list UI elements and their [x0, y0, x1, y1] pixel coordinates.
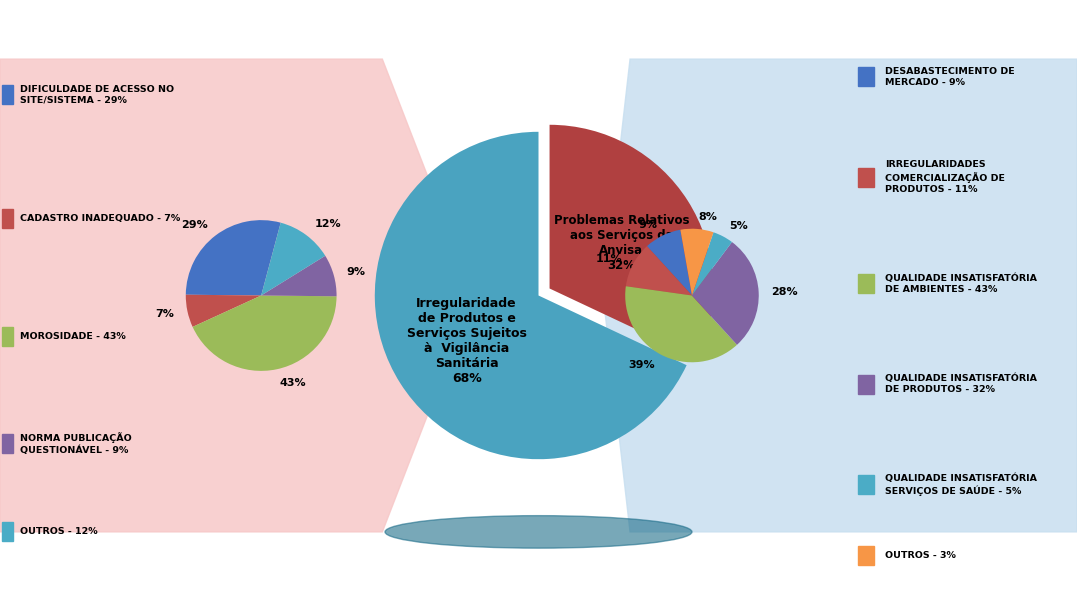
Text: OUTROS - 12%: OUTROS - 12% — [20, 527, 98, 537]
Bar — [858, 274, 873, 293]
Text: 5%: 5% — [729, 221, 747, 231]
Bar — [858, 168, 873, 187]
Text: MOROSIDADE - 43%: MOROSIDADE - 43% — [20, 332, 126, 342]
Bar — [2, 434, 13, 453]
Text: OUTROS - 3%: OUTROS - 3% — [885, 551, 955, 560]
Ellipse shape — [386, 515, 691, 548]
Wedge shape — [193, 296, 336, 371]
Text: 29%: 29% — [181, 220, 208, 230]
Text: 7%: 7% — [155, 309, 174, 319]
Text: Irregularidade
de Produtos e
Serviços Sujeitos
à  Vigilância
Sanitária
68%: Irregularidade de Produtos e Serviços Su… — [407, 297, 527, 385]
Wedge shape — [681, 229, 713, 296]
Text: 9%: 9% — [639, 220, 657, 230]
Wedge shape — [262, 223, 325, 296]
Bar — [2, 209, 13, 228]
Text: QUALIDADE INSATISFATÓRIA
DE AMBIENTES - 43%: QUALIDADE INSATISFATÓRIA DE AMBIENTES - … — [885, 274, 1037, 294]
Wedge shape — [262, 256, 336, 296]
Text: 8%: 8% — [698, 212, 717, 222]
Text: QUALIDADE INSATISFATÓRIA
SERVIÇOS DE SAÚDE - 5%: QUALIDADE INSATISFATÓRIA SERVIÇOS DE SAÚ… — [885, 473, 1037, 496]
Wedge shape — [647, 230, 691, 296]
Wedge shape — [626, 286, 737, 362]
Wedge shape — [186, 295, 262, 327]
Text: Problemas Relativos
aos Serviços da
Anvisa
32%: Problemas Relativos aos Serviços da Anvi… — [554, 214, 689, 272]
Wedge shape — [549, 125, 713, 358]
Text: DESABASTECIMENTO DE
MERCADO - 9%: DESABASTECIMENTO DE MERCADO - 9% — [885, 67, 1015, 87]
Wedge shape — [691, 232, 732, 296]
Wedge shape — [626, 246, 691, 296]
Text: 11%: 11% — [596, 254, 623, 264]
Text: IRREGULARIDADES
COMERCIALIZAÇÃO DE
PRODUTOS - 11%: IRREGULARIDADES COMERCIALIZAÇÃO DE PRODU… — [885, 160, 1005, 194]
Text: 39%: 39% — [629, 360, 655, 370]
Text: QUALIDADE INSATISFATÓRIA
DE PRODUTOS - 32%: QUALIDADE INSATISFATÓRIA DE PRODUTOS - 3… — [885, 374, 1037, 394]
Bar — [858, 67, 873, 86]
Wedge shape — [691, 242, 758, 345]
Text: 28%: 28% — [771, 287, 797, 297]
Text: DIFICULDADE DE ACESSO NO
SITE/SISTEMA - 29%: DIFICULDADE DE ACESSO NO SITE/SISTEMA - … — [20, 85, 174, 105]
Wedge shape — [186, 220, 281, 296]
Text: CADASTRO INADEQUADO - 7%: CADASTRO INADEQUADO - 7% — [20, 214, 180, 223]
Bar — [2, 85, 13, 104]
Bar — [858, 475, 873, 494]
Text: 9%: 9% — [347, 267, 366, 277]
Text: NORMA PUBLICAÇÃO
QUESTIONÁVEL - 9%: NORMA PUBLICAÇÃO QUESTIONÁVEL - 9% — [20, 432, 131, 454]
Bar — [858, 375, 873, 394]
Bar — [858, 546, 873, 565]
Bar — [2, 327, 13, 346]
Text: 12%: 12% — [314, 219, 340, 229]
Bar — [2, 522, 13, 541]
Wedge shape — [375, 132, 687, 459]
Text: 43%: 43% — [280, 378, 306, 388]
